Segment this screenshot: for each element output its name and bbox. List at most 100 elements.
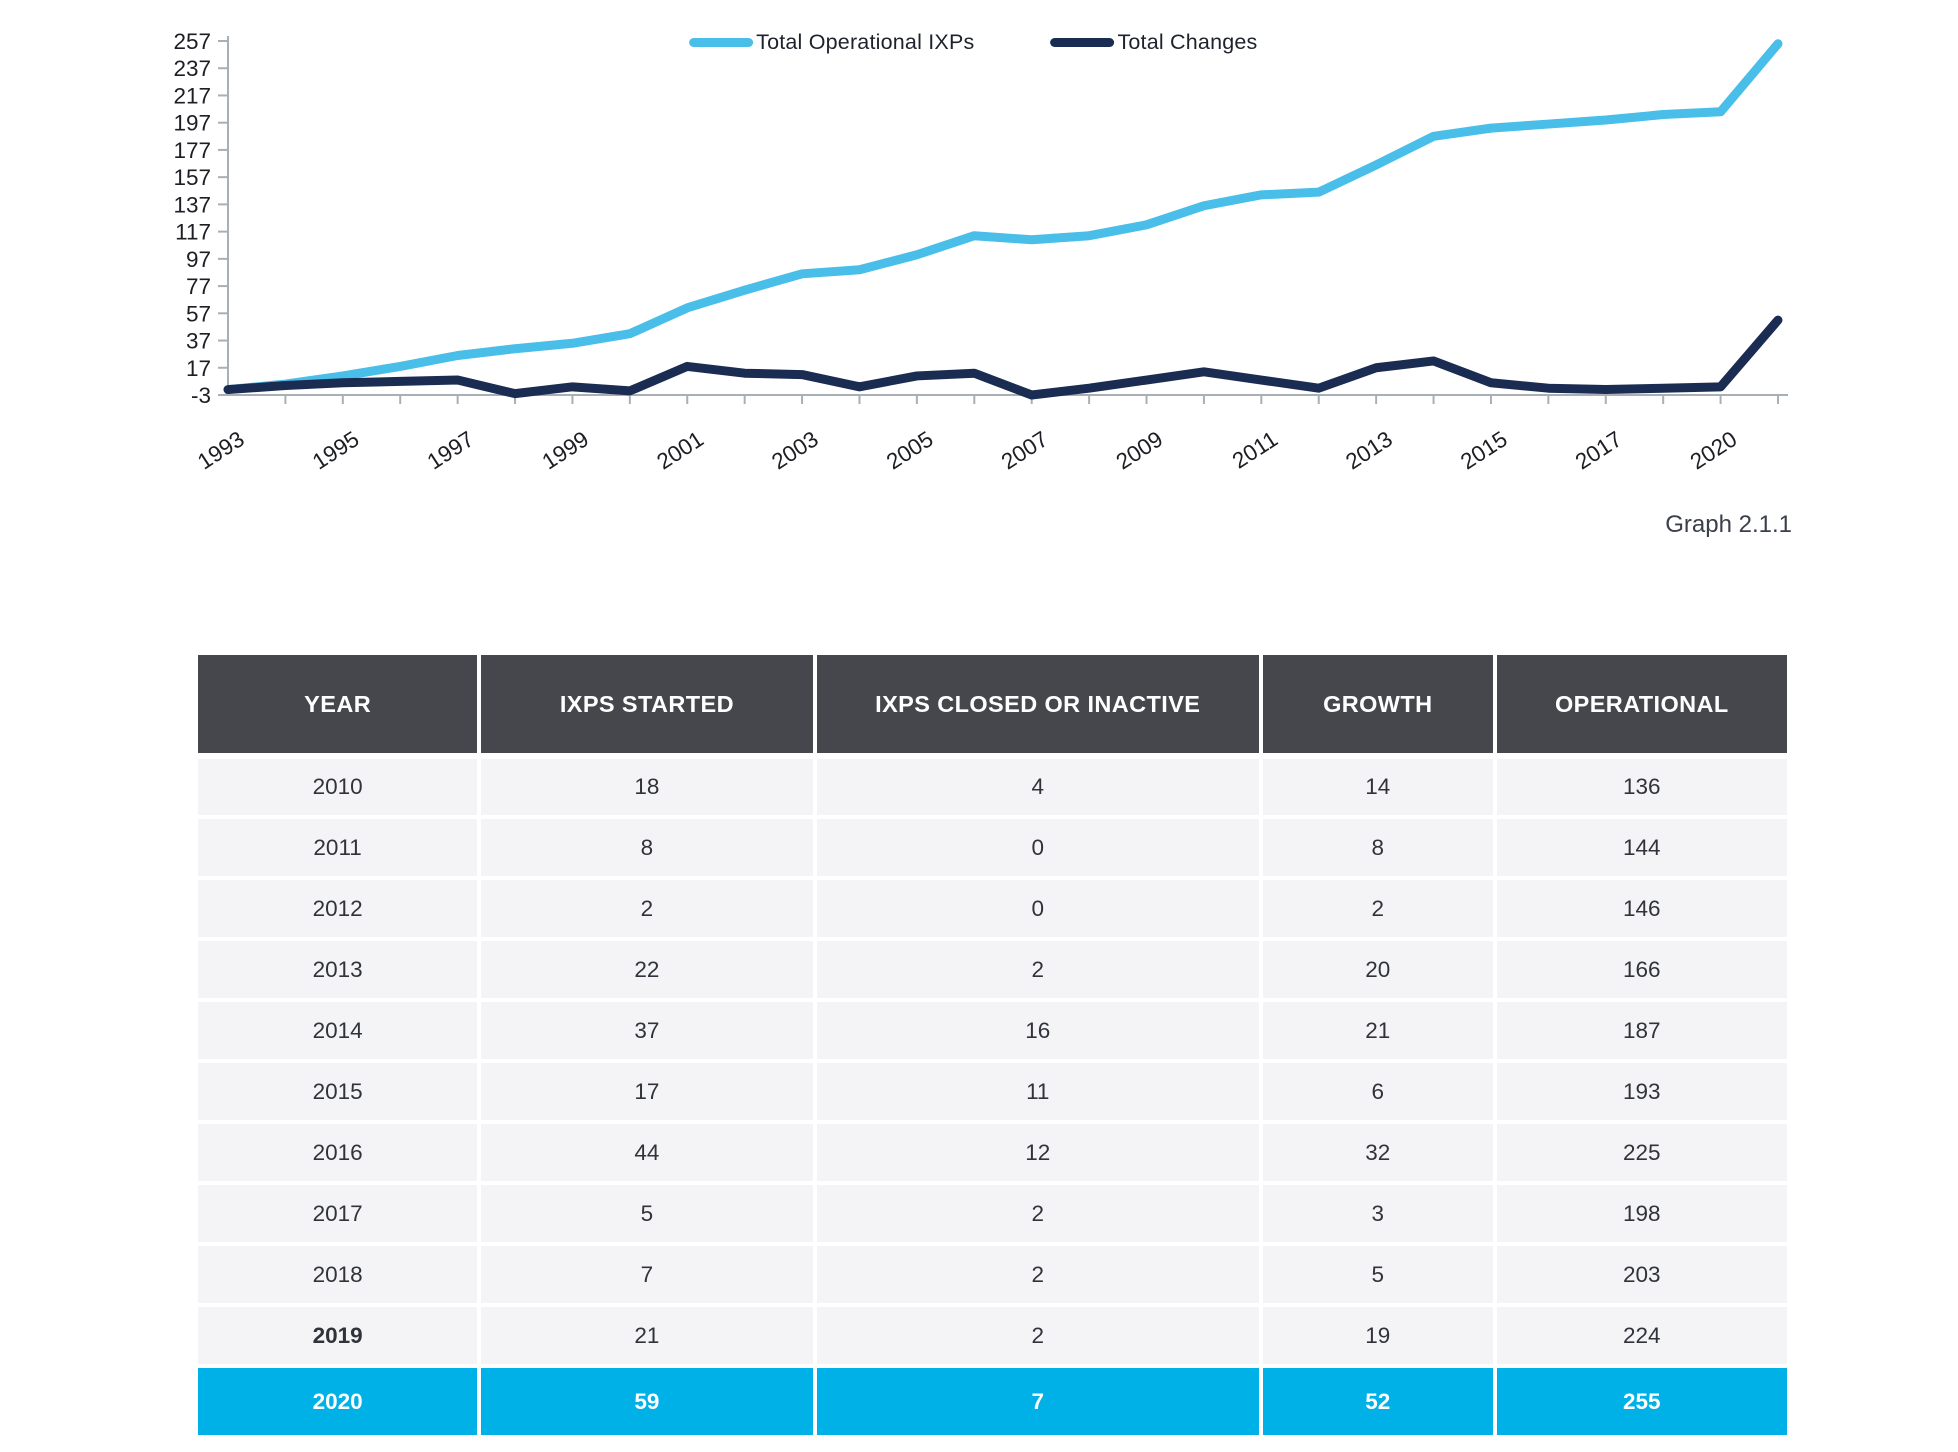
value-cell: 2 <box>814 1242 1264 1305</box>
y-tick-label: 117 <box>175 220 211 245</box>
legend-label: Total Changes <box>1117 30 1258 54</box>
column-header: OPERATIONAL <box>1494 655 1787 756</box>
year-cell: 2011 <box>198 815 482 878</box>
y-tick-label: 257 <box>173 29 211 54</box>
x-tick-label: 2013 <box>1341 426 1397 474</box>
value-cell: 225 <box>1494 1120 1787 1183</box>
value-cell: 19 <box>1261 1303 1497 1366</box>
value-cell: 14 <box>1261 753 1497 817</box>
table-row: 2017 5 2 3 198 <box>198 1181 1787 1244</box>
x-tick-label: 1993 <box>193 426 249 474</box>
value-cell: 44 <box>479 1120 817 1183</box>
value-cell: 12 <box>814 1120 1264 1183</box>
x-tick-label: 2007 <box>997 426 1053 474</box>
x-tick-label: 2015 <box>1456 426 1512 474</box>
column-header: IXPS STARTED <box>479 655 817 756</box>
y-tick-label: 77 <box>186 274 211 299</box>
total-changes-line <box>223 315 1783 400</box>
value-cell: 224 <box>1494 1303 1787 1366</box>
year-cell: 2017 <box>198 1181 482 1244</box>
legend-item-total-operational-ixps: Total Operational IXPs <box>689 30 974 55</box>
value-cell: 144 <box>1494 815 1787 878</box>
chart-legend: Total Operational IXPs Total Changes <box>689 30 1257 55</box>
x-tick-label: 2011 <box>1228 426 1282 473</box>
value-cell: 7 <box>479 1242 817 1305</box>
value-cell: 146 <box>1494 876 1787 939</box>
value-cell: 6 <box>1261 1059 1497 1122</box>
table-row: 2014 37 16 21 187 <box>198 998 1787 1061</box>
y-tick-label: 137 <box>173 192 211 217</box>
y-tick-label: 97 <box>186 247 211 272</box>
table-row: 2018 7 2 5 203 <box>198 1242 1787 1305</box>
value-cell: 17 <box>479 1059 817 1122</box>
value-cell: 22 <box>479 937 817 1000</box>
y-tick-label: 217 <box>173 83 211 108</box>
x-tick-label: 2017 <box>1571 426 1627 474</box>
legend-label: Total Operational IXPs <box>756 30 975 54</box>
x-tick-label: 1995 <box>308 426 364 474</box>
value-cell: 0 <box>814 876 1264 939</box>
year-cell: 2019 <box>198 1303 482 1366</box>
y-tick-label: 197 <box>173 111 211 136</box>
value-cell: 21 <box>1261 998 1497 1061</box>
year-cell: 2020 <box>198 1364 482 1435</box>
value-cell: 187 <box>1494 998 1787 1061</box>
value-cell: 2 <box>814 937 1264 1000</box>
x-tick-label: 2009 <box>1112 426 1168 474</box>
x-tick-label: 2001 <box>652 426 708 474</box>
value-cell: 193 <box>1494 1059 1787 1122</box>
ixp-table-section: YEAR IXPS STARTED IXPS CLOSED OR INACTIVE G… <box>198 655 1787 1435</box>
value-cell: 198 <box>1494 1181 1787 1244</box>
column-header: IXPS CLOSED OR INACTIVE <box>814 655 1264 756</box>
column-header: GROWTH <box>1261 655 1497 756</box>
x-tick-label: 2003 <box>767 426 823 474</box>
total-operational-ixps-line <box>223 39 1783 395</box>
y-tick-label: -3 <box>191 383 211 408</box>
x-tick-label: 1999 <box>538 426 594 474</box>
value-cell: 203 <box>1494 1242 1787 1305</box>
legend-item-total-changes: Total Changes <box>1050 30 1257 55</box>
ixp-chart-section: 257 237 217 197 177 157 137 117 97 77 57 37 17 -3 1993… <box>0 10 1958 485</box>
legend-swatch <box>1050 38 1115 47</box>
value-cell: 166 <box>1494 937 1787 1000</box>
y-tick-label: 237 <box>173 56 211 81</box>
value-cell: 21 <box>479 1303 817 1366</box>
y-tick-label: 17 <box>186 356 211 381</box>
y-tick-label: 157 <box>173 165 211 190</box>
value-cell: 37 <box>479 998 817 1061</box>
x-tick-label: 2020 <box>1686 426 1742 474</box>
value-cell: 52 <box>1261 1364 1497 1435</box>
year-cell: 2012 <box>198 876 482 939</box>
x-tick-label: 1997 <box>423 426 479 474</box>
year-cell: 2018 <box>198 1242 482 1305</box>
column-header: YEAR <box>198 655 482 756</box>
value-cell: 18 <box>479 753 817 817</box>
value-cell: 7 <box>814 1364 1264 1435</box>
ixp-yearly-table: YEAR IXPS STARTED IXPS CLOSED OR INACTIVE G… <box>198 655 1787 1435</box>
value-cell: 0 <box>814 815 1264 878</box>
table-body: 2010 18 4 14 136 2011 8 0 8 144 2012 2 0 2 146 2013 22 2 2… <box>198 753 1787 1435</box>
y-tick-label: 37 <box>186 329 211 354</box>
value-cell: 11 <box>814 1059 1264 1122</box>
y-tick-label: 177 <box>173 138 211 163</box>
value-cell: 136 <box>1494 753 1787 817</box>
value-cell: 59 <box>479 1364 817 1435</box>
table-row: 2015 17 11 6 193 <box>198 1059 1787 1122</box>
legend-swatch <box>689 38 754 47</box>
x-tick-label: 2005 <box>882 426 938 474</box>
table-row: 2016 44 12 32 225 <box>198 1120 1787 1183</box>
value-cell: 8 <box>1261 815 1497 878</box>
value-cell: 4 <box>814 753 1264 817</box>
value-cell: 5 <box>1261 1242 1497 1305</box>
table-header-row: YEAR IXPS STARTED IXPS CLOSED OR INACTIVE G… <box>198 655 1787 756</box>
table-row: 2010 18 4 14 136 <box>198 753 1787 817</box>
value-cell: 20 <box>1261 937 1497 1000</box>
graph-caption: Graph 2.1.1 <box>1665 511 1792 538</box>
year-cell: 2014 <box>198 998 482 1061</box>
table-row: 2020 59 7 52 255 <box>198 1364 1787 1435</box>
value-cell: 5 <box>479 1181 817 1244</box>
table-row: 2012 2 0 2 146 <box>198 876 1787 939</box>
year-cell: 2010 <box>198 753 482 817</box>
table-row: 2011 8 0 8 144 <box>198 815 1787 878</box>
